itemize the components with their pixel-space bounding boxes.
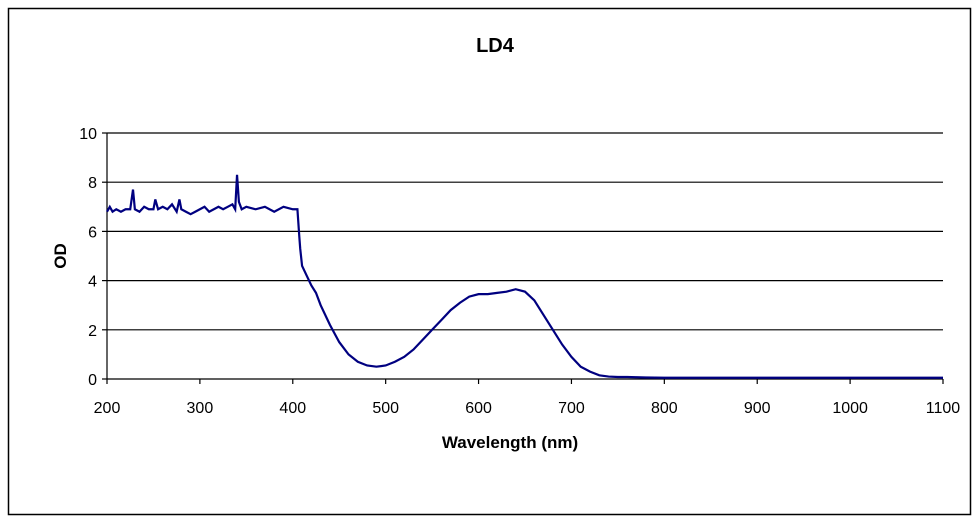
x-tick-label-1100: 1100 xyxy=(926,400,961,417)
x-tick-label-300: 300 xyxy=(187,400,214,417)
y-axis-ticks: 0 2 4 6 8 10 xyxy=(79,126,107,389)
x-tick-label-500: 500 xyxy=(372,400,399,417)
y-tick-label-6: 6 xyxy=(88,224,97,241)
y-tick-label-0: 0 xyxy=(88,372,97,389)
y-tick-label-4: 4 xyxy=(88,274,97,291)
x-tick-label-400: 400 xyxy=(279,400,306,417)
x-tick-label-800: 800 xyxy=(651,400,678,417)
x-axis-title: Wavelength (nm) xyxy=(442,433,578,452)
x-tick-label-200: 200 xyxy=(94,400,121,417)
x-tick-label-700: 700 xyxy=(558,400,585,417)
chart-title: LD4 xyxy=(476,35,515,57)
x-tick-label-1000: 1000 xyxy=(832,400,868,417)
x-tick-label-600: 600 xyxy=(465,400,492,417)
x-tick-label-900: 900 xyxy=(744,400,771,417)
x-axis-ticks: 200 300 400 500 600 700 800 900 1000 1100 xyxy=(94,379,961,417)
y-axis-title: OD xyxy=(51,243,70,269)
chart-border xyxy=(7,7,972,516)
y-tick-label-8: 8 xyxy=(88,175,97,192)
series-line-od xyxy=(106,174,943,379)
y-tick-label-10: 10 xyxy=(79,126,97,143)
y-tick-label-2: 2 xyxy=(88,323,97,340)
gridlines xyxy=(107,132,943,331)
